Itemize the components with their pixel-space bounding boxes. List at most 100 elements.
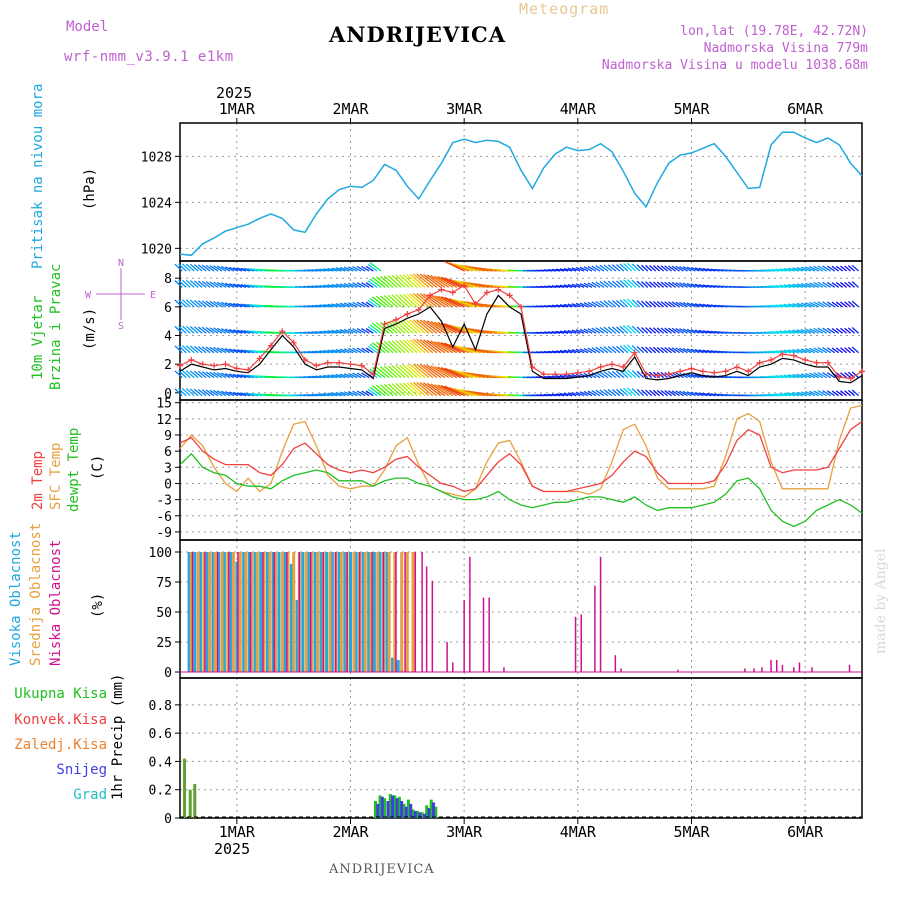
wind-arrow: [335, 348, 346, 354]
gust-marker: [461, 282, 468, 289]
wind-arrow: [229, 348, 239, 354]
wind-arrow: [583, 347, 593, 354]
wind-arrow: [698, 329, 708, 334]
wind-arrow: [213, 327, 223, 334]
meteogram-label: Meteogram: [519, 0, 610, 18]
wind-arrow: [367, 326, 378, 334]
wind-arrow: [571, 348, 581, 354]
wind-arrow: [193, 388, 203, 397]
wind-arrow: [619, 263, 629, 272]
cloud-bar: [328, 552, 332, 672]
wind-arrow: [348, 390, 358, 397]
wind-arrow: [205, 389, 215, 397]
compass-south: S: [118, 321, 124, 332]
wind-arrow: [607, 389, 617, 397]
wind-arrow: [626, 279, 637, 288]
wind-arrow: [775, 304, 788, 308]
precip-label-0: Ukupna Kisa: [14, 686, 107, 702]
wind-arrow: [365, 347, 374, 354]
wind-arrow: [656, 327, 665, 334]
cloud-bar: [266, 552, 270, 672]
wind-arrow: [835, 347, 844, 354]
wind-arrow: [423, 273, 442, 288]
wind-arrow: [391, 383, 406, 397]
gust-marker: [427, 292, 434, 299]
cloud-bar: [244, 552, 248, 672]
wind-arrow: [668, 327, 676, 334]
cloud-bar: [382, 552, 385, 672]
wind-arrow: [243, 303, 255, 308]
wind-arrow: [587, 282, 597, 288]
wind-arrow: [352, 328, 362, 334]
wind-arrow: [178, 388, 187, 397]
wind-arrow: [387, 365, 402, 379]
wind-arrow: [664, 390, 672, 397]
wind-arrow: [619, 299, 629, 308]
wind-arrow: [835, 265, 844, 272]
wind-arrow: [233, 373, 243, 379]
wind-arrow: [174, 388, 183, 397]
wind-arrow: [813, 327, 824, 334]
wind-arrow: [319, 350, 330, 354]
wind-arrow: [201, 346, 211, 354]
cloud-bar: [446, 642, 448, 672]
cloud-bar: [211, 552, 215, 672]
cloud-bar: [330, 552, 334, 672]
cloud-bar: [404, 552, 406, 672]
cloud-bar: [304, 552, 308, 672]
wind-arrow: [323, 392, 334, 397]
wind-arrow: [664, 265, 672, 272]
wind-arrow: [225, 372, 235, 379]
wind-arrow: [236, 392, 247, 397]
wind-arrow: [559, 392, 569, 397]
bottom-date-label: 2MAR: [332, 823, 369, 841]
cloud-bar: [196, 552, 200, 672]
wind-arrow: [656, 301, 665, 308]
wind-arrow: [660, 346, 669, 354]
wind-arrow: [619, 388, 629, 397]
wind-arrow: [694, 329, 704, 334]
wind-arrow: [453, 387, 473, 397]
wind-arrow: [412, 273, 430, 288]
cloud-bar: [249, 552, 252, 672]
wind-arrow: [448, 278, 469, 288]
gust-marker: [643, 371, 650, 378]
wind-arrow: [423, 339, 442, 354]
wind-arrow: [599, 346, 609, 354]
wind-arrow: [694, 303, 704, 308]
wind-arrow: [616, 345, 625, 354]
wind-arrow: [551, 304, 561, 308]
wind-arrow: [327, 349, 338, 354]
cloud-bar: [253, 552, 257, 672]
gust-marker: [233, 365, 240, 372]
cloud-bar: [208, 552, 212, 672]
wind-arrow: [800, 373, 812, 379]
wind-arrow: [583, 328, 593, 334]
wind-arrow: [375, 341, 390, 354]
cloud-bar: [277, 552, 281, 672]
wind-arrow: [851, 389, 860, 397]
gust-marker: [472, 300, 479, 307]
wind-arrow: [611, 388, 621, 397]
wind-arrow: [448, 297, 469, 308]
wind-arrow: [702, 303, 712, 308]
wind-arrow: [555, 304, 565, 308]
wind-arrow: [652, 265, 661, 272]
wind-arrow: [813, 301, 824, 308]
wind-arrow: [233, 302, 243, 308]
wind-arrow: [327, 303, 338, 308]
wind-arrow: [631, 279, 641, 288]
cloud-bar: [753, 668, 755, 672]
wind-arrow: [416, 273, 434, 288]
wind-arrow: [817, 265, 828, 272]
wind-arrow: [375, 366, 390, 379]
wind-arrow: [348, 347, 358, 354]
wind-arrow: [205, 326, 215, 334]
wind-arrow: [193, 370, 203, 379]
wind-arrow: [205, 371, 215, 379]
wind-arrow: [813, 265, 824, 272]
y-tick-label: 15: [156, 397, 172, 412]
gust-marker: [824, 359, 831, 366]
cloud-bar: [250, 552, 254, 672]
cloud-bar: [848, 664, 851, 672]
